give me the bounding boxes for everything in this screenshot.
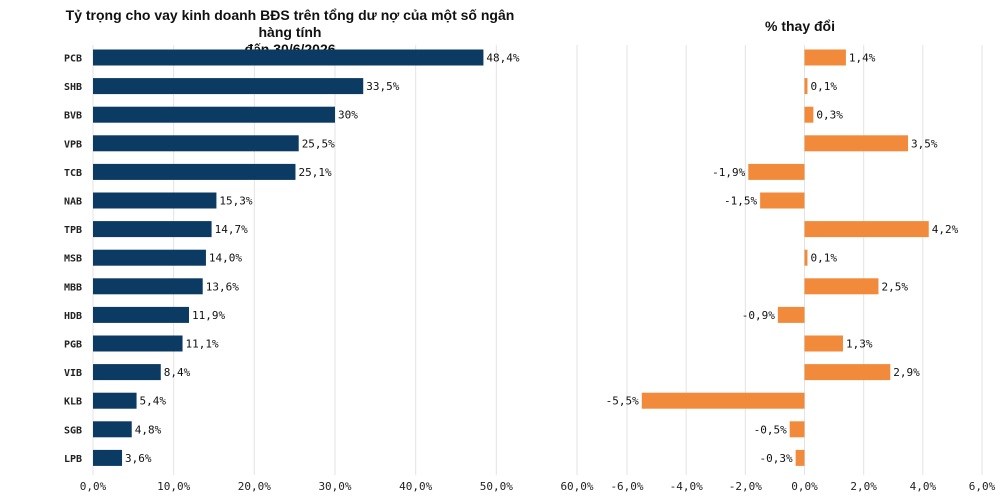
left-data-label: 15,3%: [219, 195, 252, 208]
left-data-label: 14,7%: [215, 223, 248, 236]
right-data-label: 1,3%: [846, 338, 873, 351]
left-data-label: 5,4%: [140, 395, 167, 408]
right-data-label: -0,9%: [742, 309, 775, 322]
left-data-label: 3,6%: [125, 452, 152, 465]
left-bar: [93, 163, 296, 180]
right-data-label: -1,9%: [712, 166, 745, 179]
left-data-label: 11,9%: [192, 309, 225, 322]
right-data-label: 1,4%: [849, 52, 876, 65]
left-category-label: VPB: [64, 139, 82, 150]
right-x-tick-label: -2,0%: [729, 480, 762, 493]
left-bar: [93, 249, 206, 266]
right-data-label: 3,5%: [911, 137, 938, 150]
right-x-tick-label: -6,0%: [610, 480, 643, 493]
left-bar: [93, 306, 189, 323]
right-data-label: 2,9%: [893, 366, 920, 379]
left-category-label: SHB: [64, 82, 82, 93]
left-category-label: BVB: [64, 111, 82, 122]
right-data-label: 0,1%: [810, 80, 837, 93]
left-bar: [93, 78, 364, 95]
right-data-label: 4,2%: [932, 223, 959, 236]
left-category-label: VIB: [64, 368, 82, 379]
left-category-label: PGB: [64, 340, 82, 351]
left-data-label: 30%: [338, 109, 358, 122]
left-data-label: 48,4%: [486, 52, 519, 65]
right-x-tick-label: -4,0%: [670, 480, 703, 493]
right-bar: [804, 106, 814, 123]
left-data-label: 25,5%: [302, 137, 335, 150]
left-bar: [93, 221, 212, 238]
left-bar: [93, 49, 484, 66]
left-category-label: TCB: [64, 168, 82, 179]
right-bar: [804, 335, 843, 352]
right-bar: [748, 163, 805, 180]
right-bar: [804, 78, 808, 95]
left-category-label: LPB: [64, 454, 82, 465]
left-category-label: SGB: [64, 425, 82, 436]
left-category-label: MSB: [64, 254, 82, 265]
right-bar: [777, 306, 805, 323]
right-bar: [804, 221, 929, 238]
left-bar: [93, 335, 183, 352]
right-bar: [641, 392, 805, 409]
right-bar: [789, 421, 805, 438]
right-bar: [760, 192, 805, 209]
right-bar: [804, 249, 808, 266]
left-data-label: 25,1%: [298, 166, 331, 179]
right-data-label: 0,1%: [810, 252, 837, 265]
left-data-label: 11,1%: [186, 338, 219, 351]
right-chart-title: % thay đổi: [764, 18, 835, 34]
left-data-label: 14,0%: [209, 252, 242, 265]
left-data-label: 13,6%: [206, 280, 239, 293]
left-x-tick-label: 40,0%: [399, 480, 432, 493]
left-data-label: 8,4%: [164, 366, 191, 379]
left-category-label: KLB: [64, 397, 82, 408]
right-bar: [795, 449, 805, 466]
right-x-tick-label: 2,0%: [850, 480, 877, 493]
right-x-tick-label: 6,0%: [969, 480, 996, 493]
right-x-tick-label: 4,0%: [910, 480, 937, 493]
left-chart-title-line1: Tỷ trọng cho vay kinh doanh BĐS trên tổn…: [65, 7, 515, 40]
right-bar: [804, 364, 891, 381]
left-bar: [93, 392, 137, 409]
left-bar: [93, 364, 161, 381]
left-x-tick-label: 50,0%: [480, 480, 513, 493]
left-x-tick-label: 0,0%: [80, 480, 107, 493]
left-data-label: 33,5%: [366, 80, 399, 93]
left-x-tick-label: 20,0%: [238, 480, 271, 493]
left-category-label: PCB: [64, 54, 82, 65]
right-data-label: -5,5%: [606, 395, 639, 408]
left-x-tick-label: 60,0%: [560, 480, 593, 493]
left-bar: [93, 449, 123, 466]
right-data-label: -0,5%: [754, 423, 787, 436]
left-bar: [93, 278, 203, 295]
right-data-label: 2,5%: [881, 280, 908, 293]
left-bar: [93, 192, 217, 209]
left-bar: [93, 421, 132, 438]
right-data-label: -0,3%: [760, 452, 793, 465]
right-data-label: -1,5%: [724, 195, 757, 208]
left-x-tick-label: 10,0%: [157, 480, 190, 493]
right-bar: [804, 135, 909, 152]
left-bar: [93, 106, 335, 123]
right-x-tick-label: 0,0%: [791, 480, 818, 493]
left-category-label: NAB: [64, 197, 82, 208]
left-category-label: TPB: [64, 225, 82, 236]
right-bar: [804, 49, 846, 66]
left-data-label: 4,8%: [135, 423, 162, 436]
left-category-label: MBB: [64, 282, 82, 293]
left-x-tick-label: 30,0%: [318, 480, 351, 493]
right-data-label: 0,3%: [816, 109, 843, 122]
right-bar: [804, 278, 879, 295]
left-bar: [93, 135, 299, 152]
left-category-label: HDB: [64, 311, 82, 322]
